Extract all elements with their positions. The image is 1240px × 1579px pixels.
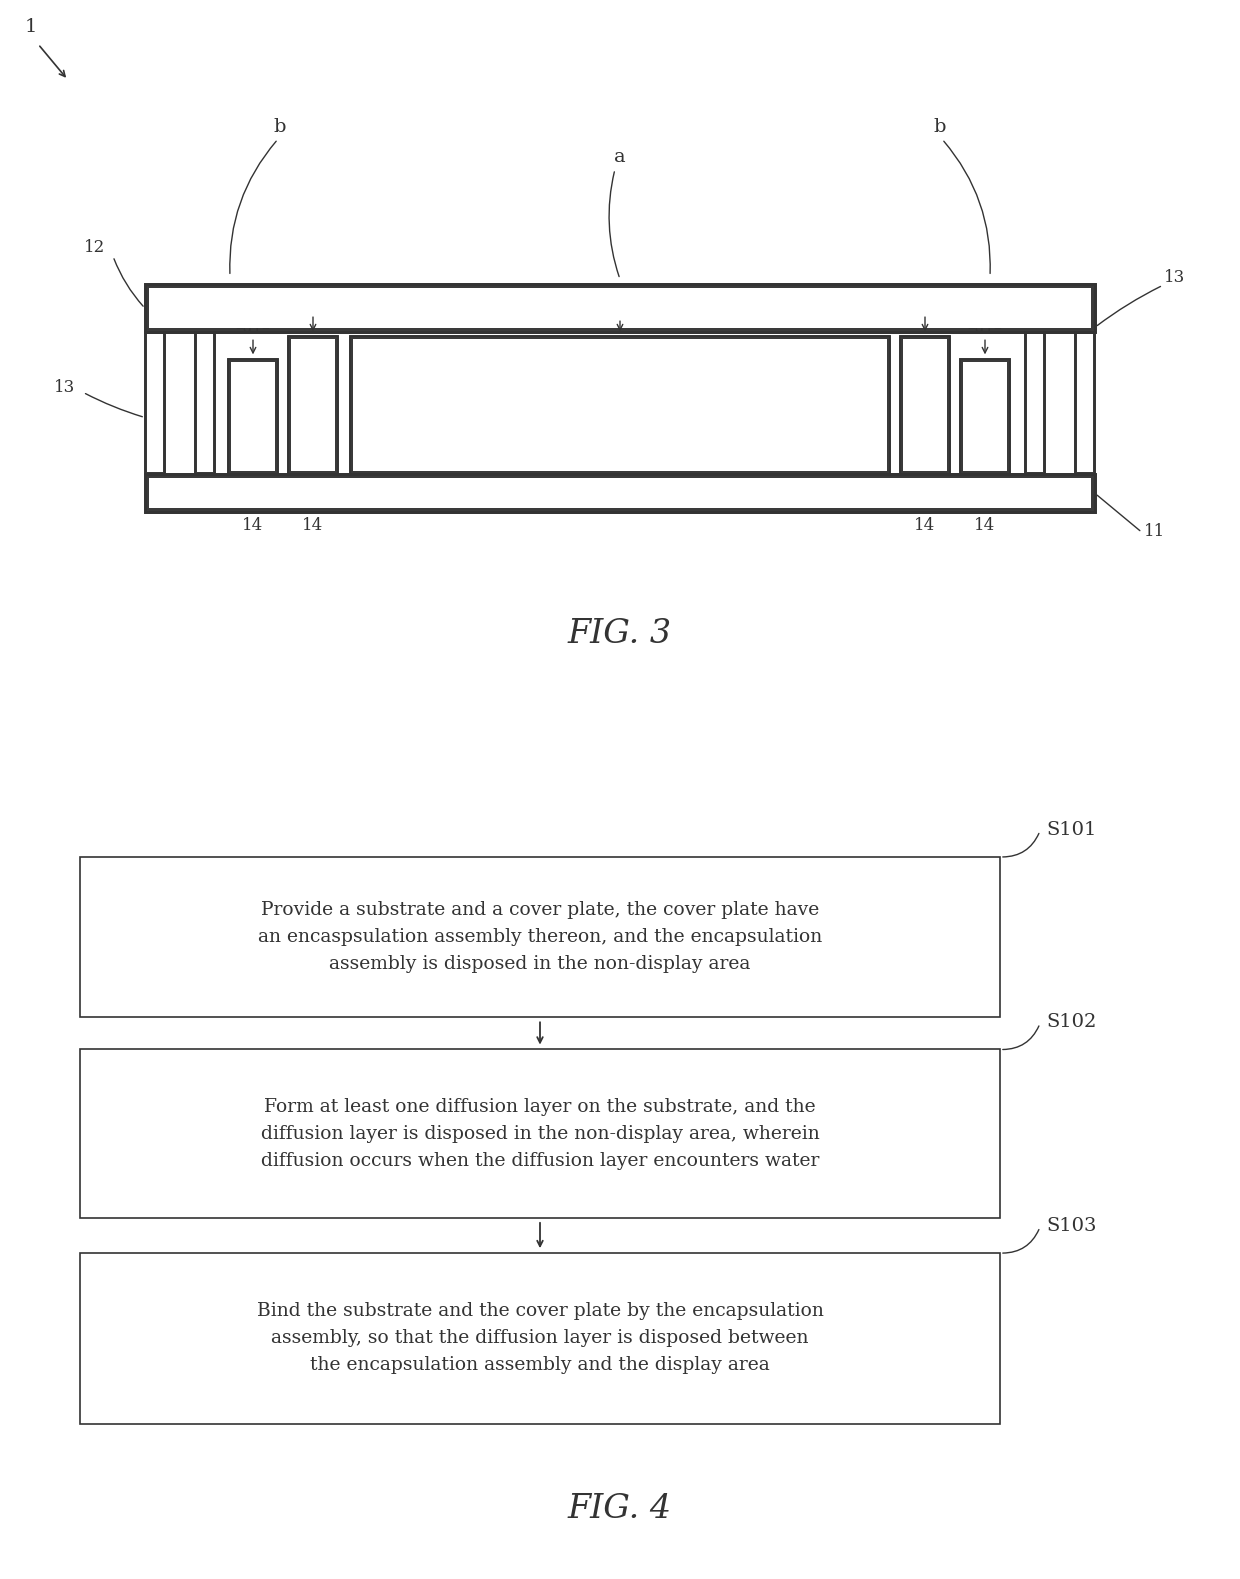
Text: 14: 14 — [975, 518, 996, 534]
Bar — [81, 1050, 999, 1217]
Bar — [350, 336, 890, 474]
Bar — [350, 336, 890, 474]
Bar — [148, 335, 162, 472]
Bar — [1078, 335, 1092, 472]
Text: –d2–: –d2– — [295, 298, 330, 313]
Bar — [288, 336, 339, 474]
Bar — [228, 360, 278, 474]
Bar — [149, 289, 1091, 328]
Bar — [353, 339, 887, 472]
Text: FIG. 4: FIG. 4 — [568, 1492, 672, 1525]
Bar — [1075, 332, 1095, 474]
Bar — [291, 339, 335, 472]
Text: 1: 1 — [25, 17, 37, 36]
Text: b: b — [934, 118, 946, 136]
Bar — [1027, 335, 1043, 472]
Text: 11: 11 — [1145, 523, 1166, 540]
Bar — [1025, 332, 1045, 474]
Bar — [145, 332, 165, 474]
Text: 14: 14 — [303, 518, 324, 534]
Bar — [1025, 332, 1045, 474]
Bar — [900, 336, 950, 474]
Text: FIG. 3: FIG. 3 — [568, 619, 672, 651]
Bar — [1075, 332, 1095, 474]
Bar — [81, 857, 999, 1017]
Bar — [960, 360, 1011, 474]
Bar — [197, 335, 213, 472]
Bar — [288, 336, 339, 474]
Text: S101: S101 — [1047, 821, 1096, 838]
Text: –d2–: –d2– — [908, 298, 942, 313]
Bar — [145, 474, 1095, 513]
Text: 12: 12 — [84, 238, 105, 256]
Text: a: a — [614, 148, 626, 166]
Bar — [195, 332, 215, 474]
Bar — [228, 360, 278, 474]
Text: –d1–: –d1– — [236, 321, 270, 335]
Text: 13: 13 — [1164, 268, 1185, 286]
Bar — [960, 360, 1011, 474]
Bar — [903, 339, 947, 472]
Bar — [195, 332, 215, 474]
Bar — [149, 478, 1091, 508]
Bar — [145, 474, 1095, 513]
Bar — [145, 332, 165, 474]
Bar — [145, 284, 1095, 332]
Bar — [145, 284, 1095, 332]
Bar — [963, 362, 1007, 472]
Text: S102: S102 — [1047, 1014, 1096, 1031]
Text: 13: 13 — [55, 379, 76, 396]
Text: Provide a substrate and a cover plate, the cover plate have
an encaspsulation as: Provide a substrate and a cover plate, t… — [258, 902, 822, 973]
Text: 14: 14 — [242, 518, 264, 534]
Text: b: b — [274, 118, 286, 136]
Bar — [81, 1254, 999, 1424]
Bar — [900, 336, 950, 474]
Bar — [231, 362, 275, 472]
Text: 14: 14 — [914, 518, 936, 534]
Text: S103: S103 — [1047, 1217, 1096, 1235]
Text: Bind the substrate and the cover plate by the encapsulation
assembly, so that th: Bind the substrate and the cover plate b… — [257, 1303, 823, 1374]
Text: Form at least one diffusion layer on the substrate, and the
diffusion layer is d: Form at least one diffusion layer on the… — [260, 1097, 820, 1170]
Text: –d1–: –d1– — [967, 321, 1002, 335]
